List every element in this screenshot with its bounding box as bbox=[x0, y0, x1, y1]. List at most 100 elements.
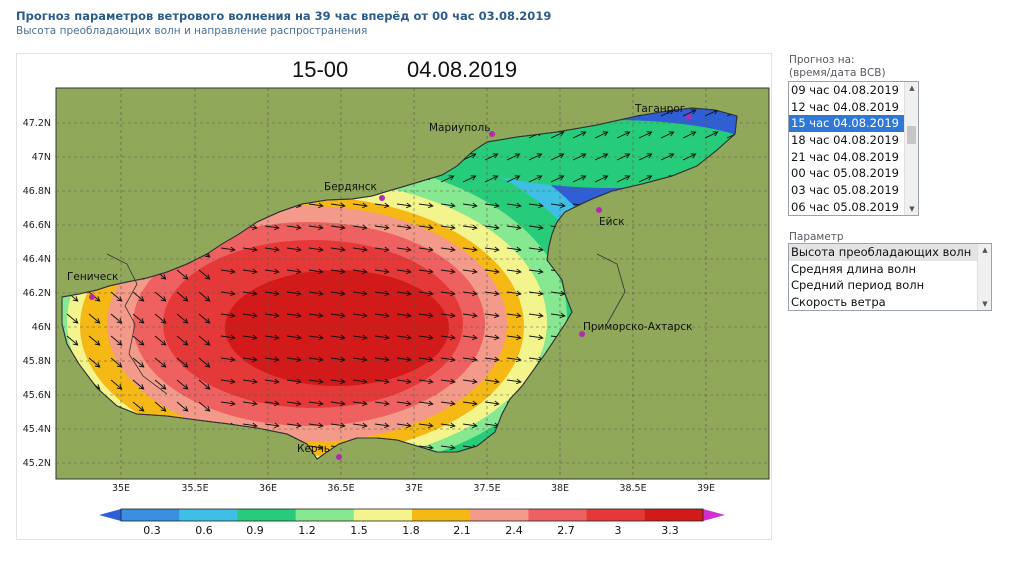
wave-arrow bbox=[264, 224, 280, 231]
wave-arrow bbox=[418, 224, 434, 231]
wave-arrow bbox=[176, 379, 189, 390]
wave-arrow bbox=[550, 175, 565, 183]
wave-arrow bbox=[132, 335, 145, 346]
wave-arrow bbox=[264, 290, 280, 297]
forecast-time-option[interactable]: 00 час 05.08.2019 bbox=[791, 166, 899, 181]
forecast-time-option[interactable]: 03 час 05.08.2019 bbox=[791, 183, 899, 198]
wave-arrow bbox=[528, 153, 543, 161]
wave-arrow bbox=[242, 334, 258, 341]
wave-arrow bbox=[528, 224, 544, 231]
wave-arrow bbox=[638, 131, 653, 139]
forecast-time-option[interactable]: 06 час 05.08.2019 bbox=[791, 199, 899, 214]
wave-arrow bbox=[462, 153, 477, 161]
forecast-time-list[interactable]: 09 час 04.08.2019 12 час 04.08.2019 15 ч… bbox=[788, 81, 919, 216]
wave-arrow bbox=[462, 334, 478, 341]
parameter-scrollbar[interactable]: ▲ ▼ bbox=[977, 244, 991, 310]
wave-arrow bbox=[462, 202, 478, 209]
wave-arrow bbox=[198, 401, 211, 412]
wave-arrow bbox=[198, 357, 211, 368]
wave-arrow bbox=[506, 153, 521, 161]
legend-bar bbox=[99, 508, 725, 522]
wave-arrow bbox=[374, 356, 390, 363]
wave-arrow bbox=[220, 268, 236, 275]
forecast-time-scrollbar[interactable]: ▲ ▼ bbox=[904, 82, 918, 215]
wave-arrow bbox=[220, 290, 236, 297]
parameter-option-selected[interactable]: Высота преобладающих волн bbox=[789, 244, 991, 261]
forecast-time-option[interactable]: 09 час 04.08.2019 bbox=[791, 83, 899, 97]
wave-arrow bbox=[396, 378, 412, 385]
wave-arrow bbox=[242, 268, 258, 275]
wave-arrow bbox=[462, 290, 478, 297]
legend-value: 1.2 bbox=[298, 524, 316, 537]
wave-arrow bbox=[484, 400, 500, 407]
scroll-down-icon[interactable]: ▼ bbox=[909, 205, 915, 213]
wave-arrow bbox=[704, 131, 719, 139]
parameter-option[interactable]: Средний период волн bbox=[791, 278, 925, 293]
wave-arrow bbox=[616, 153, 631, 161]
wave-arrow bbox=[330, 422, 346, 429]
wave-arrow bbox=[462, 378, 478, 385]
wave-arrow bbox=[352, 400, 368, 407]
wave-arrow bbox=[638, 175, 653, 183]
forecast-time-option[interactable]: 21 час 04.08.2019 bbox=[791, 149, 899, 164]
scroll-up-icon[interactable]: ▲ bbox=[982, 246, 988, 254]
wave-arrow bbox=[198, 269, 211, 280]
wave-arrow bbox=[352, 378, 368, 385]
wave-arrow bbox=[462, 246, 478, 253]
parameter-option[interactable]: Средняя длина волн bbox=[791, 261, 917, 276]
wave-arrow bbox=[594, 131, 609, 139]
wave-arrow bbox=[264, 400, 280, 407]
wave-arrow bbox=[308, 400, 324, 407]
legend-value: 0.3 bbox=[143, 524, 161, 537]
legend-value: 0.9 bbox=[246, 524, 264, 537]
legend-value: 1.8 bbox=[402, 524, 420, 537]
wave-arrow bbox=[66, 335, 79, 346]
wave-arrow bbox=[396, 356, 412, 363]
wave-arrow bbox=[198, 291, 211, 302]
lon-label: 39E bbox=[697, 483, 715, 494]
forecast-time-option-selected[interactable]: 15 час 04.08.2019 bbox=[789, 115, 918, 133]
wave-arrow bbox=[396, 312, 412, 319]
wave-arrow bbox=[506, 268, 522, 275]
wave-arrow bbox=[352, 268, 368, 275]
lat-label: 47.2N bbox=[23, 118, 51, 129]
wave-arrow bbox=[462, 268, 478, 275]
lat-label: 47N bbox=[32, 152, 51, 163]
wave-arrow bbox=[264, 422, 280, 429]
wave-arrow bbox=[176, 291, 189, 302]
wave-arrow bbox=[242, 378, 258, 385]
wave-arrow bbox=[396, 202, 412, 209]
parameter-list[interactable]: Высота преобладающих волн Средняя длина … bbox=[788, 243, 992, 311]
coastline bbox=[61, 107, 738, 460]
lon-label: 36E bbox=[259, 483, 277, 494]
legend-cell bbox=[470, 509, 529, 521]
lat-label: 45.2N bbox=[23, 458, 51, 469]
city-label-kerch: Керчь bbox=[297, 443, 330, 455]
wave-arrow bbox=[286, 224, 302, 231]
forecast-time-option[interactable]: 18 час 04.08.2019 bbox=[791, 133, 899, 148]
city-label-genichesk: Геническ bbox=[67, 271, 118, 283]
city-marker-genichesk bbox=[89, 294, 95, 300]
lon-label: 35.5E bbox=[181, 483, 208, 494]
scroll-thumb[interactable] bbox=[907, 126, 916, 144]
wave-arrow bbox=[616, 175, 631, 183]
wave-arrow bbox=[484, 224, 500, 231]
legend-value: 2.4 bbox=[505, 524, 523, 537]
wave-arrow bbox=[440, 175, 455, 183]
scroll-down-icon[interactable]: ▼ bbox=[982, 300, 988, 308]
parameter-option[interactable]: Скорость ветра bbox=[791, 295, 886, 310]
legend-cell bbox=[528, 509, 588, 521]
wave-arrow bbox=[132, 357, 145, 368]
wave-arrow bbox=[572, 131, 587, 139]
wave-arrow bbox=[418, 268, 434, 275]
legend-value: 1.5 bbox=[350, 524, 368, 537]
scroll-up-icon[interactable]: ▲ bbox=[909, 84, 915, 92]
wave-arrow bbox=[506, 202, 522, 209]
lon-label: 37E bbox=[405, 483, 423, 494]
page-subtitle: Высота преобладающих волн и направление … bbox=[16, 25, 368, 37]
forecast-time-option[interactable]: 12 час 04.08.2019 bbox=[791, 99, 899, 114]
coordinate-grid bbox=[56, 88, 769, 479]
wave-arrow bbox=[308, 334, 324, 341]
wave-arrow bbox=[308, 268, 324, 275]
wave-arrow bbox=[330, 246, 346, 253]
